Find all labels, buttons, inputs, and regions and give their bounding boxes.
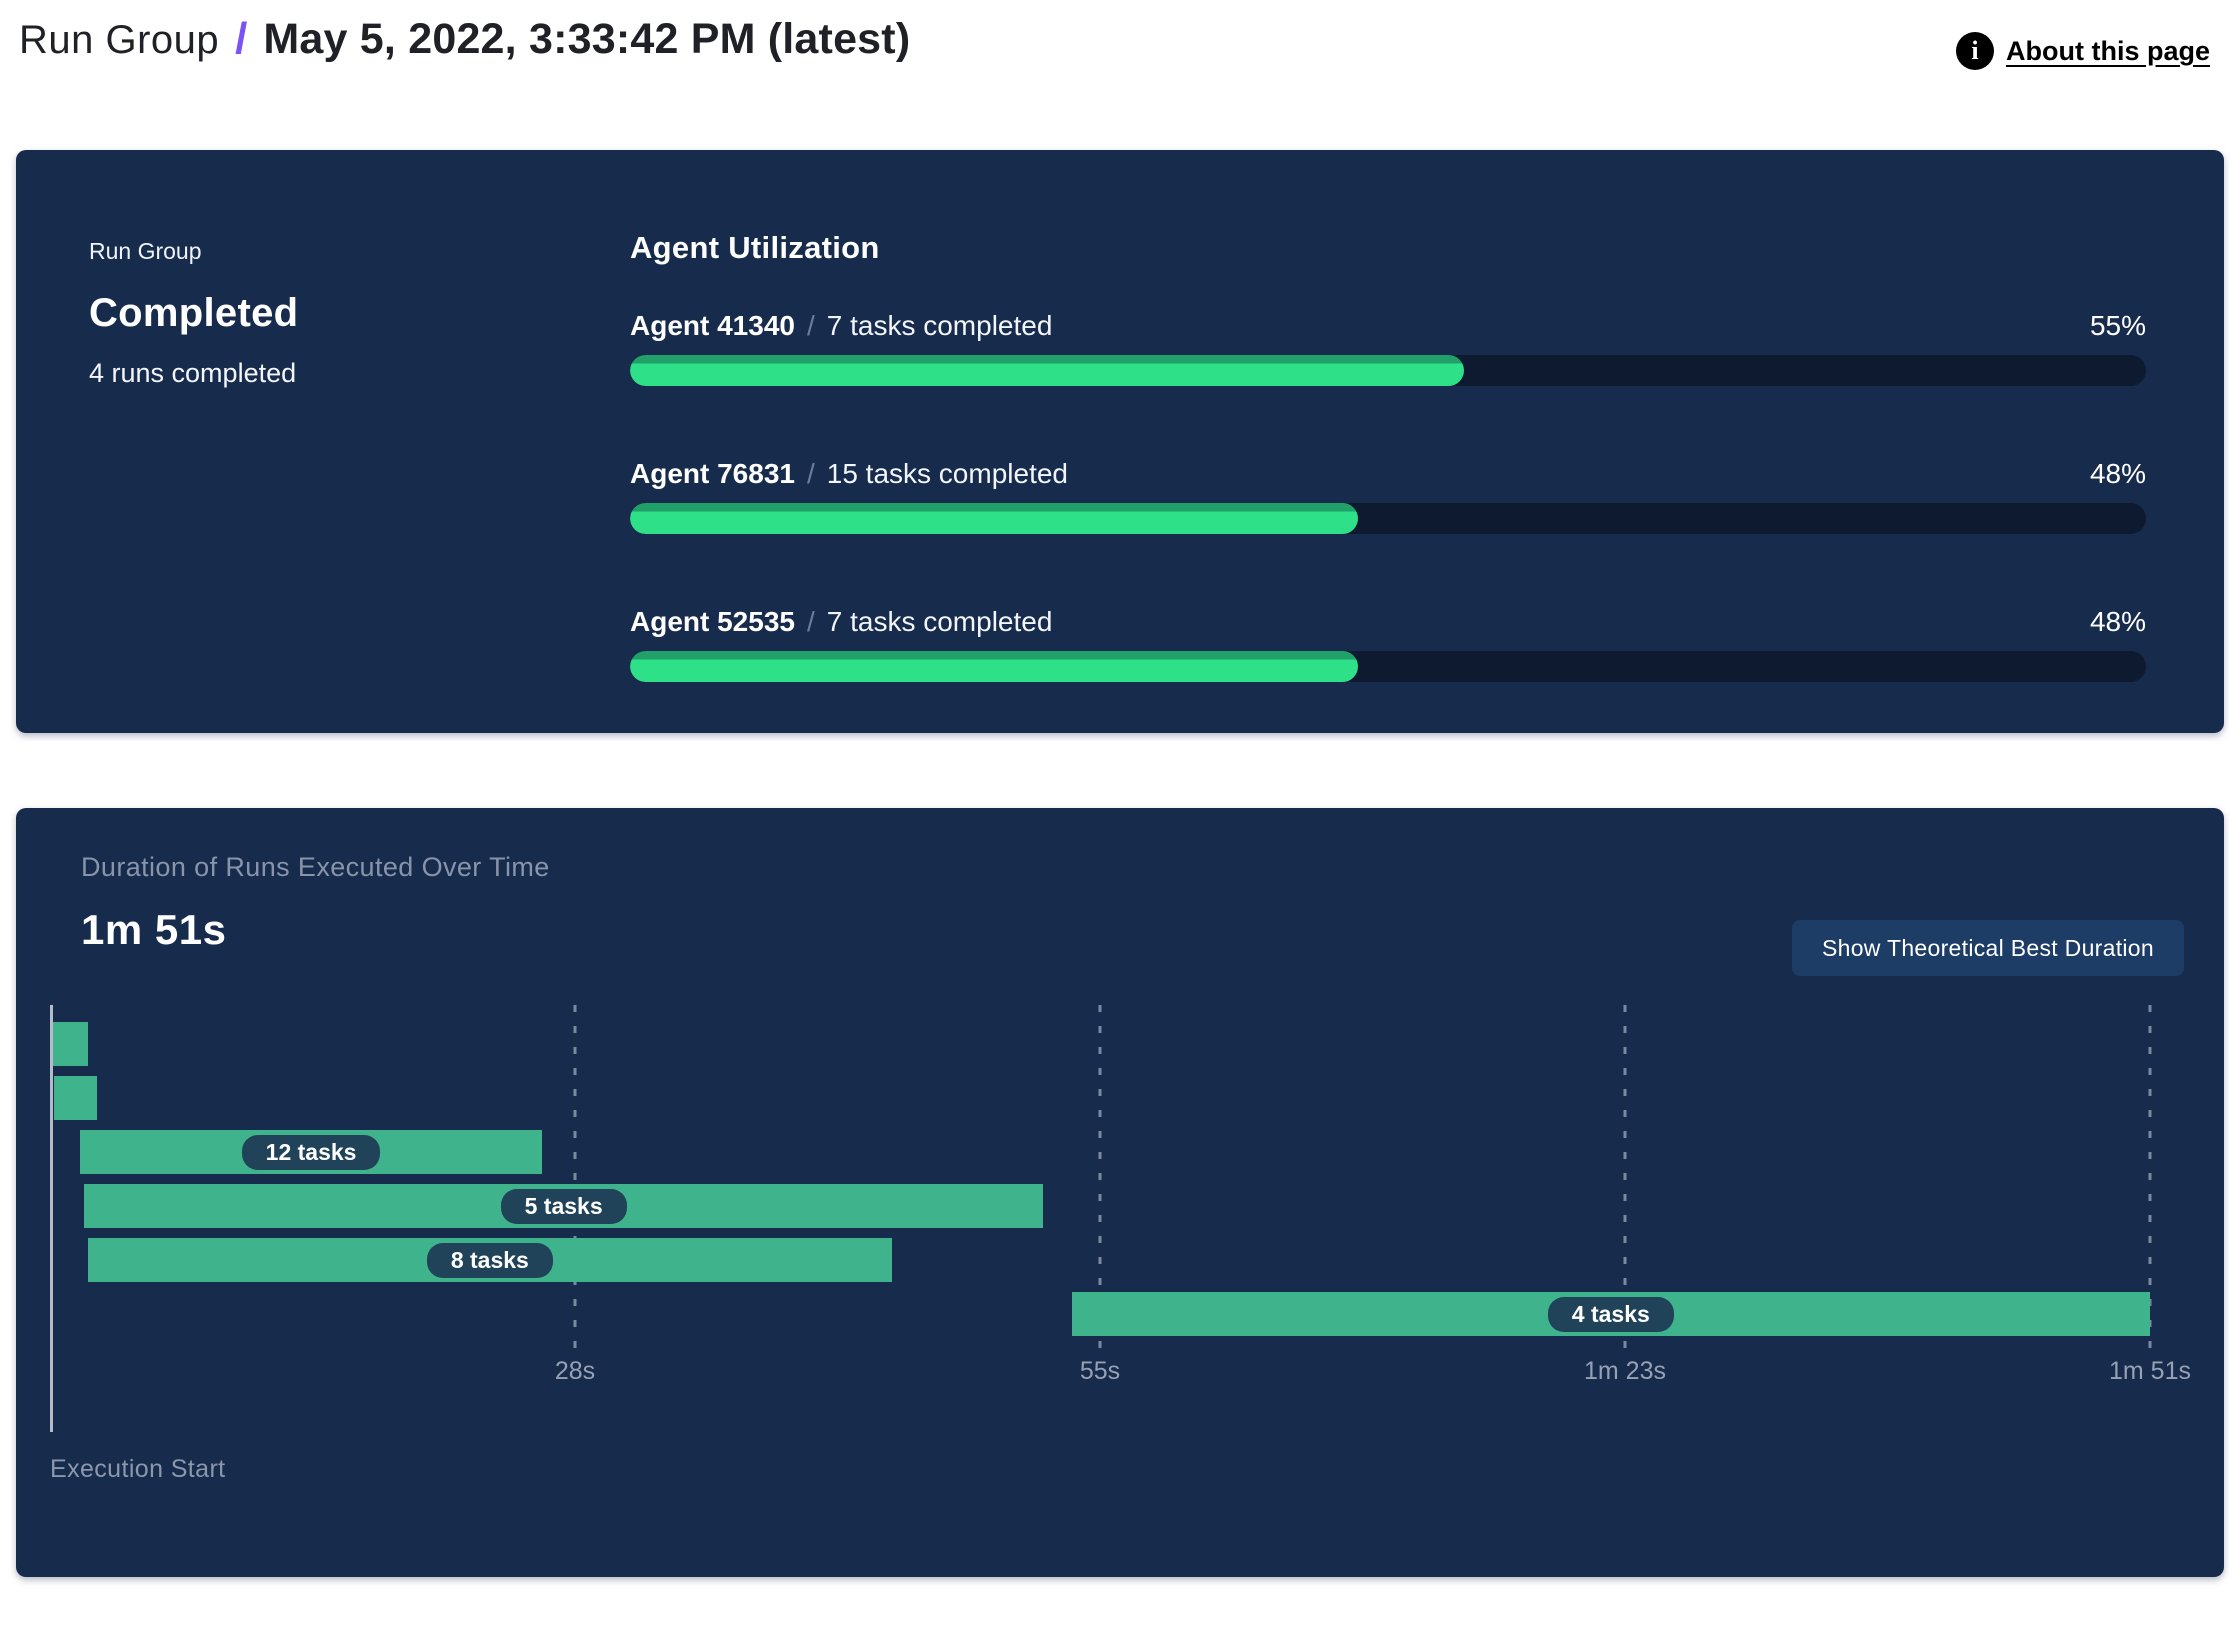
gantt-row: [50, 1022, 2150, 1066]
gantt-row: [50, 1076, 2150, 1120]
gantt-row: 12 tasks: [50, 1130, 2150, 1174]
agent-utilization-percent: 48%: [2089, 606, 2146, 637]
task-count-badge: 4 tasks: [1547, 1296, 1674, 1332]
agent-utilization-rows: Agent 41340 / 7 tasks completed 55% Agent 76…: [630, 310, 2146, 682]
run-duration-bar[interactable]: 12 tasks: [80, 1130, 542, 1174]
x-axis-tick-label: 55s: [1079, 1357, 1121, 1385]
utilization-progress-fill: [630, 503, 1358, 534]
agent-utilization-row: Agent 52535 / 7 tasks completed 48%: [630, 606, 2146, 682]
agent-name: Agent 52535: [630, 606, 795, 637]
gantt-rows: 12 tasks 5 tasks 8 tasks 4 tasks: [50, 1022, 2150, 1346]
agent-utilization-row: Agent 41340 / 7 tasks completed 55%: [630, 310, 2146, 386]
breadcrumb-separator: /: [235, 14, 248, 63]
run-duration-bar[interactable]: 4 tasks: [1071, 1292, 2150, 1336]
x-axis-tick-label: 1m 51s: [2109, 1357, 2191, 1385]
agent-label-line: Agent 76831 / 15 tasks completed 48%: [630, 458, 2146, 490]
duration-chart-title: Duration of Runs Executed Over Time: [81, 852, 550, 882]
runs-completed-count: 4 runs completed: [89, 358, 297, 388]
agent-utilization-percent: 55%: [2089, 310, 2146, 341]
agent-label-line: Agent 41340 / 7 tasks completed 55%: [630, 310, 2146, 342]
x-axis-tick-label: 1m 23s: [1584, 1357, 1666, 1385]
agent-label-separator: /: [806, 458, 815, 489]
task-count-badge: 5 tasks: [500, 1188, 627, 1224]
about-this-page-link[interactable]: i About this page: [1956, 32, 2210, 70]
run-group-summary-panel: Run Group Completed 4 runs completed Age…: [16, 150, 2224, 733]
duration-chart-panel: Duration of Runs Executed Over Time 1m 5…: [16, 808, 2224, 1577]
utilization-progress-fill: [630, 355, 1464, 386]
utilization-progress-track: [630, 503, 2146, 534]
agent-tasks-completed: 7 tasks completed: [826, 606, 1053, 637]
execution-start-label: Execution Start: [50, 1455, 226, 1483]
agent-utilization-title: Agent Utilization: [630, 230, 880, 265]
run-duration-bar[interactable]: 8 tasks: [87, 1238, 892, 1282]
breadcrumb-run-group[interactable]: Run Group: [19, 18, 220, 62]
task-count-badge: 12 tasks: [241, 1134, 381, 1170]
agent-label-separator: /: [806, 310, 815, 341]
x-axis-tick-label: 28s: [554, 1357, 596, 1385]
chart-gridline: [2148, 1005, 2152, 1348]
run-group-label: Run Group: [89, 238, 202, 264]
about-link-label: About this page: [2006, 35, 2210, 66]
duration-gantt-chart: 12 tasks 5 tasks 8 tasks 4 tasks Execution …: [50, 1005, 2191, 1505]
task-count-badge: 8 tasks: [426, 1242, 553, 1278]
page-title: May 5, 2022, 3:33:42 PM (latest): [263, 15, 911, 63]
run-duration-bar[interactable]: [50, 1022, 88, 1066]
breadcrumb: Run Group / May 5, 2022, 3:33:42 PM (lat…: [19, 14, 910, 64]
status-value: Completed: [89, 291, 299, 335]
agent-utilization-section: Agent Utilization Agent 41340 / 7 tasks co…: [630, 150, 2224, 733]
info-icon: i: [1956, 32, 1994, 70]
show-theoretical-best-duration-button[interactable]: Show Theoretical Best Duration: [1791, 920, 2184, 976]
app-header: Run Group / May 5, 2022, 3:33:42 PM (lat…: [19, 14, 2210, 70]
chart-gridline: [1623, 1005, 1627, 1348]
agent-name: Agent 41340: [630, 310, 795, 341]
agent-tasks-completed: 15 tasks completed: [826, 458, 1068, 489]
utilization-progress-track: [630, 651, 2146, 682]
run-duration-bar[interactable]: 5 tasks: [84, 1184, 1044, 1228]
agent-label-separator: /: [806, 606, 815, 637]
gantt-row: 8 tasks: [50, 1238, 2150, 1282]
utilization-progress-track: [630, 355, 2146, 386]
agent-label-line: Agent 52535 / 7 tasks completed 48%: [630, 606, 2146, 638]
utilization-progress-fill: [630, 651, 1358, 682]
total-duration-value: 1m 51s: [81, 906, 227, 953]
gantt-row: 4 tasks: [50, 1292, 2150, 1336]
chart-gridline: [1098, 1005, 1102, 1348]
agent-utilization-row: Agent 76831 / 15 tasks completed 48%: [630, 458, 2146, 534]
agent-utilization-percent: 48%: [2089, 458, 2146, 489]
agent-tasks-completed: 7 tasks completed: [826, 310, 1053, 341]
execution-start-axis-line: [50, 1005, 53, 1432]
chart-gridline: [573, 1005, 577, 1348]
agent-name: Agent 76831: [630, 458, 795, 489]
run-duration-bar[interactable]: [53, 1076, 98, 1120]
run-group-status-block: Run Group Completed 4 runs completed: [16, 150, 630, 733]
gantt-row: 5 tasks: [50, 1184, 2150, 1228]
